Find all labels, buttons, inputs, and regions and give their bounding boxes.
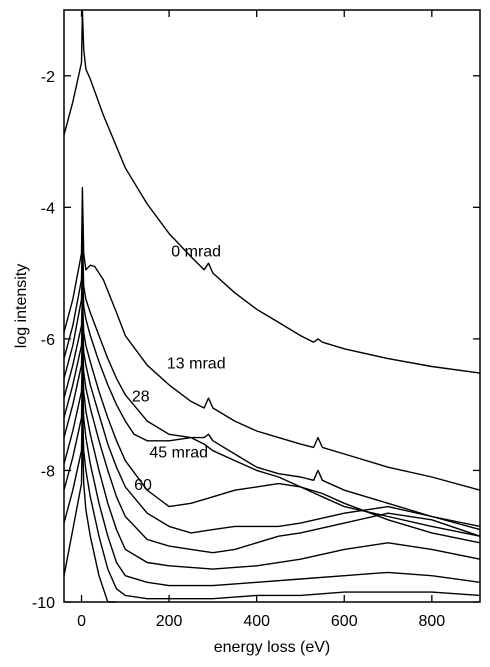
series-line-3 xyxy=(63,265,481,537)
series-line-10 xyxy=(63,423,117,603)
y-tick-label: -6 xyxy=(41,332,55,349)
series-line-8 xyxy=(63,371,481,587)
series-line-2 xyxy=(63,232,481,528)
y-tick-label: -10 xyxy=(32,595,55,612)
y-tick-label: -8 xyxy=(41,463,55,480)
series-annotation: 0 mrad xyxy=(171,244,221,261)
y-tick-label: -2 xyxy=(41,69,55,86)
series-line-4 xyxy=(63,292,481,544)
plot-frame xyxy=(63,9,481,603)
series-line-6 xyxy=(63,331,481,554)
annotation-layer: 0 mrad 13 mrad 28 45 mrad 60 xyxy=(132,244,226,495)
series-line-9 xyxy=(63,397,481,600)
series-layer xyxy=(63,9,481,603)
series-annotation: 45 mrad xyxy=(149,444,208,461)
series-line-0 xyxy=(63,9,481,374)
x-tick-label: 400 xyxy=(243,613,270,630)
series-line-1 xyxy=(63,186,481,491)
x-axis-label: energy loss (eV) xyxy=(214,639,331,656)
y-axis-label: log intensity xyxy=(13,264,30,349)
series-annotation: 13 mrad xyxy=(167,355,226,372)
x-tick-label: 600 xyxy=(331,613,358,630)
x-tick-label: 200 xyxy=(156,613,183,630)
series-annotation: 60 xyxy=(134,477,152,494)
tick-layer: 0 200 400 600 800 -10 -8 -6 -4 -2 xyxy=(32,10,480,630)
series-annotation: 28 xyxy=(132,388,150,405)
x-tick-label: 0 xyxy=(77,613,86,630)
series-line-7 xyxy=(63,351,481,570)
x-tick-label: 800 xyxy=(418,613,445,630)
y-tick-label: -4 xyxy=(41,200,55,217)
